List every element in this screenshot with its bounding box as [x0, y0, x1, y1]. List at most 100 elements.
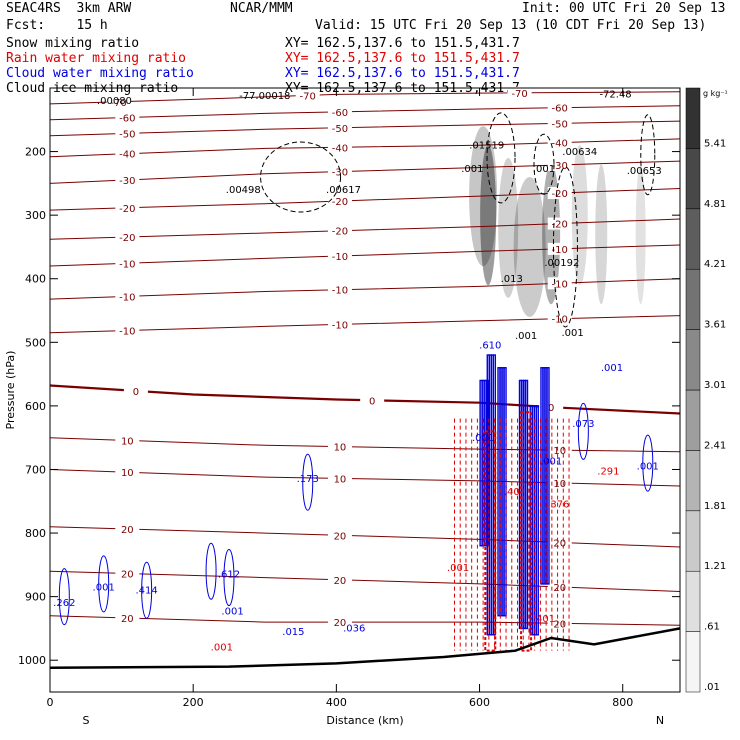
- isotherm-label-bg: [327, 573, 352, 586]
- ice-snow-max-label: .001: [461, 164, 483, 175]
- isotherm-label-bg: [327, 318, 352, 331]
- isotherm-label: -10: [552, 315, 568, 326]
- isotherm-label-bg: [327, 249, 352, 262]
- colorbar-swatch: [685, 208, 701, 270]
- isotherm-label: -20: [119, 233, 135, 244]
- isotherm-label-bg: [115, 127, 140, 140]
- temperature-contours: -70 -70 -70 -60 -60 -60 -50 -50 -50 -40 -40 -40 -30 -…: [49, 86, 681, 630]
- isotherm-label-bg: [115, 466, 140, 479]
- rain-water-max-label: .001: [211, 643, 233, 654]
- cloud-water-max-label: .015: [282, 627, 304, 638]
- ice-snow-max-label: .001: [561, 328, 583, 339]
- isotherm-label: -10: [119, 292, 135, 303]
- cloud-water-max-label: .414: [136, 585, 158, 596]
- field-name-snow: Snow mixing ratio: [6, 36, 140, 51]
- y-axis-label: Pressure (hPa): [4, 351, 17, 430]
- valid-time: Valid: 15 UTC Fri 20 Sep 13 (10 CDT Fri …: [315, 18, 707, 33]
- isotherm-line: [49, 105, 681, 121]
- cloud-water-column: [492, 354, 496, 636]
- isotherm-label-bg: [327, 283, 352, 296]
- isotherm-label: 10: [553, 479, 566, 490]
- isotherm-label: -30: [119, 176, 135, 187]
- isotherm-line: [49, 278, 681, 300]
- isotherm-label-bg: [115, 111, 140, 124]
- isotherm-label-bg: [547, 536, 572, 549]
- axes: 0 200 400 600 800200300400500600700800900100…: [18, 88, 680, 709]
- isotherm-label: -10: [119, 326, 135, 337]
- isotherm-label-bg: [115, 434, 140, 447]
- isotherm-label-bg: [327, 105, 352, 118]
- isotherm-label-bg: [115, 201, 140, 214]
- isotherm-label-bg: [547, 136, 572, 149]
- cloud-water-max-label: .036: [343, 624, 365, 635]
- isotherm-label: 20: [553, 538, 566, 549]
- isotherm-label-bg: [547, 444, 572, 457]
- snow-plume: [571, 145, 588, 286]
- colorbar-level-label: 4.81: [704, 199, 726, 210]
- isotherm-label: -60: [552, 104, 568, 115]
- ice-snow-max-label: .01519: [469, 140, 504, 151]
- isotherm-label: -10: [332, 252, 348, 263]
- colorbar: .01 .61 1.21 1.81 2.41 3.01 3.61 4.21 4.81 5.41: [685, 87, 726, 693]
- isotherm-label-bg: [115, 324, 140, 337]
- isotherm-line: [49, 244, 681, 267]
- colorbar-level-label: .01: [704, 682, 720, 693]
- rain-water-max-label: .376: [547, 500, 569, 511]
- isotherm-label-bg: [295, 89, 320, 102]
- ice-contour: [640, 114, 656, 196]
- y-tick-label: 300: [25, 209, 46, 222]
- cloud-water-column: [524, 379, 529, 630]
- terrain-line: [49, 627, 681, 670]
- isotherm-label-bg: [327, 141, 352, 154]
- isotherm-label-bg: [327, 440, 352, 453]
- isotherm-label-bg: [547, 476, 572, 489]
- field-name-rain: Rain water mixing ratio: [6, 51, 187, 66]
- isotherm-line: [49, 384, 681, 415]
- isotherm-label: -20: [119, 204, 135, 215]
- isotherm-label: -50: [119, 129, 135, 140]
- isotherm-line: [49, 138, 681, 158]
- isotherm-line: [49, 526, 681, 548]
- colorbar-level-label: 3.61: [704, 320, 726, 331]
- colorbar-swatch: [685, 450, 701, 512]
- isotherm-label: -20: [552, 189, 568, 200]
- isotherm-label: 20: [553, 583, 566, 594]
- ice-contour: [260, 141, 342, 213]
- snow-plume: [595, 164, 608, 305]
- isotherm-label-bg: [547, 187, 572, 200]
- isotherm-label: 20: [553, 619, 566, 630]
- ice-snow-max-label: .00498: [226, 185, 261, 196]
- isotherm-label-bg: [115, 257, 140, 270]
- isotherm-line: [49, 315, 681, 334]
- isotherm-label: -20: [552, 220, 568, 231]
- ice-snow-max-label: .001: [533, 164, 555, 175]
- colorbar-level-label: 1.21: [704, 561, 726, 572]
- colorbar-swatch: [685, 389, 701, 451]
- y-tick-label: 500: [25, 336, 46, 349]
- isotherm-label: -10: [119, 259, 135, 270]
- isotherm-label: -40: [552, 139, 568, 150]
- colorbar-unit: g kg⁻¹: [703, 89, 728, 98]
- snow-plume: [513, 176, 546, 317]
- isotherm-label: 20: [121, 614, 134, 625]
- isotherm-label-bg: [115, 522, 140, 535]
- cloud-water-cell: [58, 568, 70, 626]
- colorbar-swatch: [685, 329, 701, 391]
- isotherm-label: -10: [332, 286, 348, 297]
- plot-frame: [49, 87, 681, 693]
- y-tick-label: 600: [25, 400, 46, 413]
- ice-snow-max-label: .013: [501, 274, 523, 285]
- cloud-water-max-label: .612: [218, 570, 240, 581]
- ice-contour: [552, 166, 578, 328]
- isotherm-line: [49, 160, 681, 184]
- colorbar-level-label: 5.41: [704, 138, 726, 149]
- rain-water-max-label: .40: [504, 487, 520, 498]
- y-tick-label: 400: [25, 273, 46, 286]
- isotherm-label-bg: [106, 95, 131, 108]
- forecast-hour: Fcst: 15 h: [6, 18, 108, 33]
- isotherm-label: 0: [369, 396, 375, 407]
- isotherm-label: -40: [332, 143, 348, 154]
- ice-snow-max-label: -72.48: [599, 90, 631, 101]
- isotherm-label-bg: [547, 117, 572, 130]
- isotherm-label-bg: [547, 312, 572, 325]
